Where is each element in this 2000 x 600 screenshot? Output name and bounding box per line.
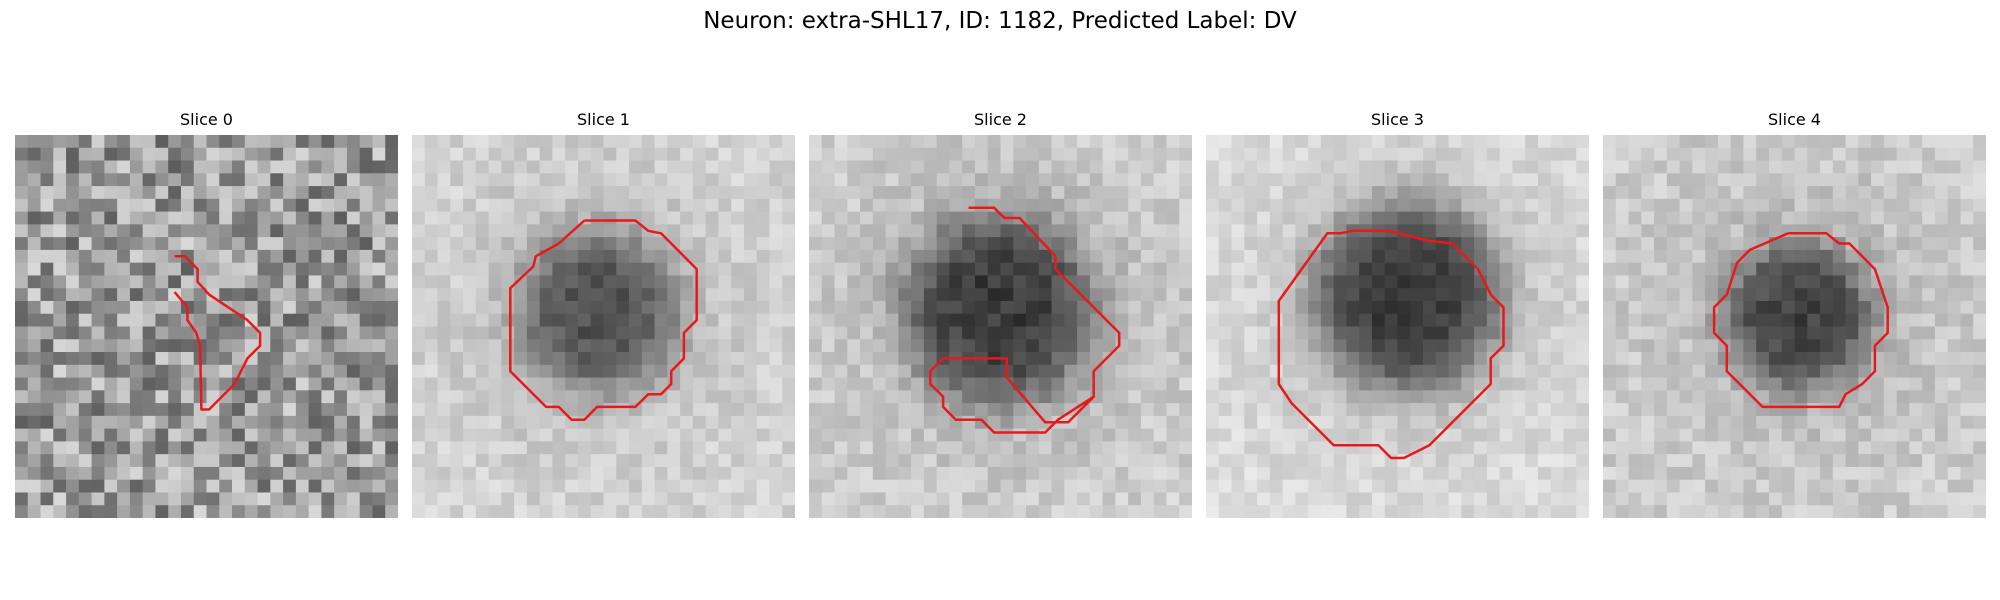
segmentation-contour: [1712, 232, 1889, 409]
slice-title: Slice 3: [1371, 110, 1424, 129]
slice-panel: Slice 3: [1206, 108, 1589, 518]
slice-panel: Slice 1: [412, 108, 795, 518]
segmentation-contour: [509, 219, 698, 421]
slice-panel: Slice 4: [1603, 108, 1986, 518]
slice-image: [809, 135, 1192, 518]
slice-panel: Slice 2: [809, 108, 1192, 518]
pixel-grid: [1206, 135, 1589, 518]
figure-title: Neuron: extra-SHL17, ID: 1182, Predicted…: [703, 8, 1297, 34]
slice-title: Slice 1: [577, 110, 630, 129]
slice-title: Slice 0: [180, 110, 233, 129]
slice-title: Slice 2: [974, 110, 1027, 129]
segmentation-contour: [929, 206, 1121, 434]
pixel-grid: [1603, 135, 1986, 518]
segmentation-contour: [173, 255, 262, 411]
slice-image: [412, 135, 795, 518]
slice-title: Slice 4: [1768, 110, 1821, 129]
pixel-grid: [809, 135, 1192, 518]
slice-image: [1603, 135, 1986, 518]
slice-image: [15, 135, 398, 518]
segmentation-contour: [1277, 229, 1505, 460]
slice-panel: Slice 0: [15, 108, 398, 518]
pixel-grid: [15, 135, 398, 518]
pixel-grid: [412, 135, 795, 518]
slice-image: [1206, 135, 1589, 518]
